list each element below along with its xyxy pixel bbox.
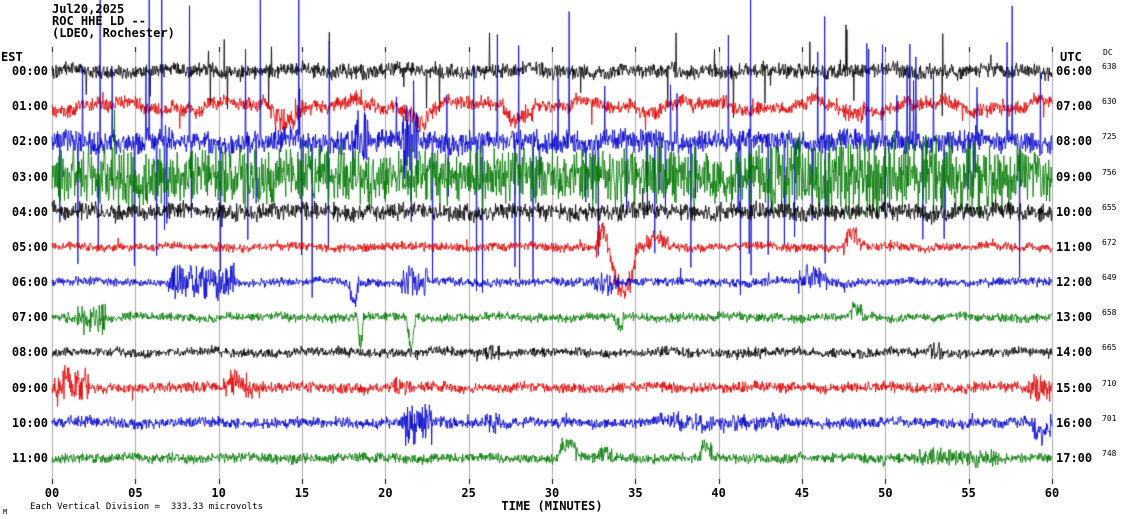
x-tick-label: 35: [628, 486, 643, 500]
row-dc-value: 748: [1102, 448, 1117, 458]
header-station: ROC HHE LD --: [52, 14, 146, 28]
x-axis-title: TIME (MINUTES): [501, 499, 603, 513]
x-tick-label: 55: [961, 486, 976, 500]
x-tick-label: 00: [44, 486, 60, 500]
right-timezone-label: UTC: [1060, 50, 1082, 64]
x-tick-label: 20: [378, 486, 393, 500]
row-label-utc: 09:00: [1056, 169, 1093, 184]
row-label-est: 05:00: [11, 239, 48, 254]
row-label-est: 04:00: [11, 204, 48, 219]
x-tick-label: 30: [544, 486, 560, 500]
left-timezone-label: EST: [1, 50, 23, 64]
row-dc-value: 655: [1102, 202, 1117, 212]
header-location: (LDEO, Rochester): [52, 26, 175, 40]
row-label-est: 10:00: [11, 415, 48, 430]
x-tick-label: 05: [128, 486, 143, 500]
row-label-est: 01:00: [11, 99, 48, 114]
row-dc-value: 710: [1102, 378, 1117, 388]
row-label-est: 09:00: [11, 380, 48, 395]
x-tick-label: 15: [294, 486, 310, 500]
row-label-utc: 13:00: [1056, 310, 1093, 325]
dc-column-header: DC: [1103, 48, 1113, 57]
row-label-est: 02:00: [11, 134, 48, 149]
row-label-est: 07:00: [11, 310, 48, 325]
row-label-est: 08:00: [11, 345, 48, 360]
x-tick-label: 50: [878, 486, 893, 500]
row-dc-value: 649: [1102, 273, 1117, 283]
row-dc-value: 725: [1102, 132, 1117, 142]
row-label-est: 06:00: [11, 275, 48, 290]
row-label-utc: 12:00: [1056, 275, 1093, 290]
x-tick-label: 10: [211, 486, 226, 500]
row-label-est: 00:00: [11, 64, 48, 78]
scale-note: Each Vertical Division = 333.33 microvol…: [30, 502, 263, 512]
row-label-utc: 06:00: [1056, 64, 1093, 78]
x-tick-label: 40: [711, 486, 726, 500]
row-dc-value: 672: [1102, 237, 1117, 247]
row-label-utc: 10:00: [1056, 204, 1093, 219]
x-tick-label: 25: [461, 486, 476, 500]
row-label-utc: 08:00: [1056, 134, 1093, 149]
row-label-utc: 15:00: [1056, 380, 1093, 395]
row-label-utc: 17:00: [1056, 450, 1093, 465]
row-dc-value: 658: [1102, 308, 1117, 318]
row-label-est: 11:00: [11, 450, 48, 465]
header-date: Jul20,2025: [52, 2, 125, 16]
row-label-utc: 14:00: [1056, 345, 1093, 360]
row-dc-value: 701: [1102, 413, 1117, 423]
x-tick-label: 45: [794, 486, 810, 500]
corner-mark: M: [3, 508, 8, 516]
x-tick-label: 60: [1044, 486, 1060, 500]
row-dc-value: 756: [1102, 167, 1117, 177]
row-dc-value: 638: [1102, 62, 1117, 71]
row-dc-value: 630: [1102, 97, 1117, 107]
row-label-utc: 07:00: [1056, 99, 1093, 114]
row-label-utc: 16:00: [1056, 415, 1093, 430]
row-dc-value: 665: [1102, 343, 1117, 353]
row-label-utc: 11:00: [1056, 239, 1093, 254]
row-label-est: 03:00: [11, 169, 48, 184]
